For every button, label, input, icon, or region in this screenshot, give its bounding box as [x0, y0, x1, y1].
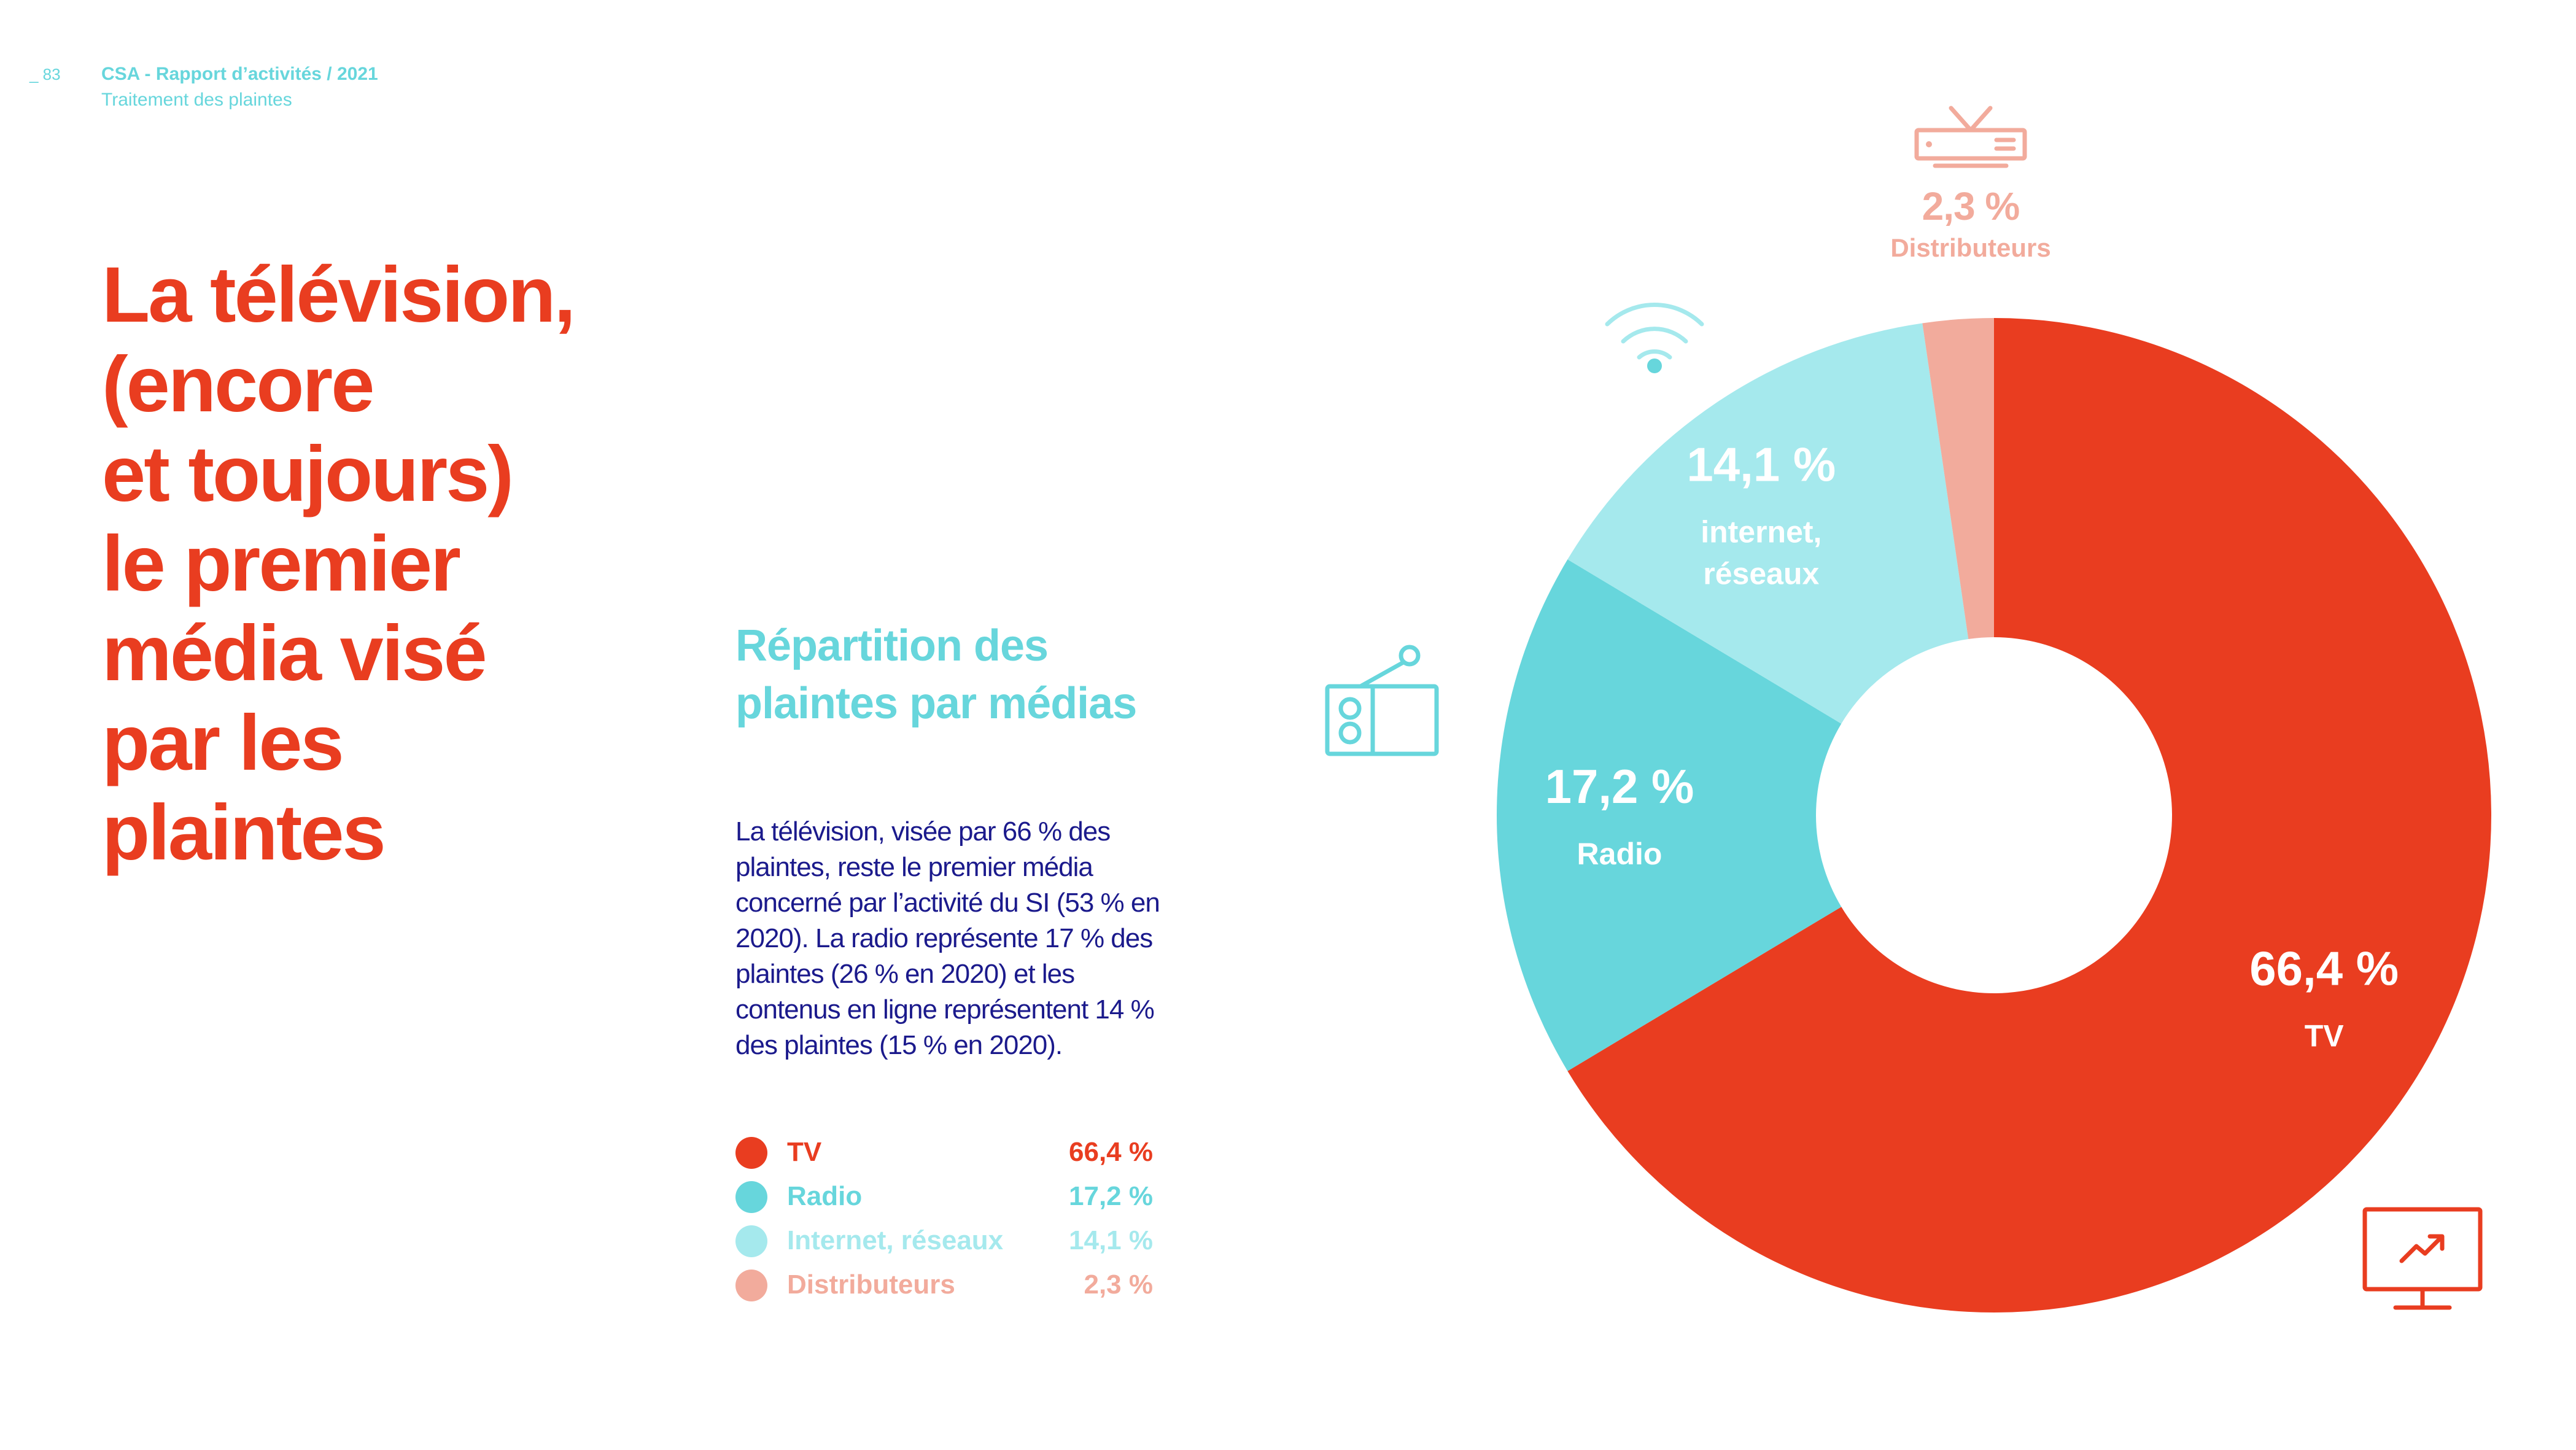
headline: La télévision, (encore et toujours) le p… — [102, 250, 576, 878]
slice-value-label: 14,1 % — [1686, 438, 1836, 492]
legend-swatch — [735, 1181, 767, 1213]
legend-item-internet: Internet, réseaux 14,1 % — [735, 1218, 1153, 1262]
headline-line: (encore — [102, 341, 374, 428]
headline-line: par les — [102, 699, 344, 787]
slice-category-label: Radio — [1577, 837, 1662, 871]
slice-category-label: TV — [2305, 1019, 2345, 1053]
report-subtitle: Traitement des plaintes — [101, 90, 292, 110]
legend-value: 17,2 % — [1069, 1181, 1153, 1211]
section-title-line: Répartition des — [735, 621, 1049, 670]
donut-slice-internet — [1567, 323, 1969, 724]
section-title: Répartition des plaintes par médias — [735, 617, 1137, 732]
report-title: CSA - Rapport d’activités / 2021 — [101, 64, 378, 84]
section-title-line: plaintes par médias — [735, 679, 1137, 728]
legend-label: Radio — [787, 1181, 863, 1211]
distributeurs-value-label: 2,3 % — [1922, 184, 2020, 228]
headline-line: média visé — [102, 610, 487, 697]
legend-label: Internet, réseaux — [787, 1225, 1004, 1255]
distributeurs-annotation: 2,3 % Distributeurs — [1872, 182, 2069, 265]
headline-line: plaintes — [102, 789, 386, 877]
headline-line: le premier — [102, 520, 461, 608]
wifi-icon — [1605, 303, 1704, 373]
legend-item-distributeurs: Distributeurs 2,3 % — [735, 1262, 1153, 1306]
legend-item-radio: Radio 17,2 % — [735, 1174, 1153, 1218]
page-number: _ 83 — [29, 65, 61, 83]
legend-label: TV — [787, 1137, 822, 1167]
legend-item-tv: TV 66,4 % — [735, 1130, 1153, 1174]
donut-slice-tv — [1567, 318, 2491, 1313]
slice-value-label: 17,2 % — [1545, 759, 1694, 813]
distributeurs-category-label: Distributeurs — [1890, 233, 2051, 262]
slice-category-label: internet, — [1701, 515, 1821, 549]
set-top-box-icon — [1914, 106, 2027, 168]
headline-line: et toujours) — [102, 430, 514, 518]
slice-value-label: 66,4 % — [2249, 942, 2399, 996]
legend-swatch — [735, 1137, 767, 1169]
tv-trend-icon — [2362, 1207, 2483, 1310]
legend-swatch — [735, 1225, 767, 1257]
headline-line: La télévision, — [102, 251, 576, 339]
legend-swatch — [735, 1270, 767, 1301]
legend-value: 66,4 % — [1069, 1137, 1153, 1167]
donut-slice-distributeurs — [1922, 318, 1994, 640]
legend-value: 14,1 % — [1069, 1225, 1153, 1255]
section-body: La télévision, visée par 66 % des plaint… — [735, 816, 1160, 1060]
donut-slice-radio — [1497, 559, 1842, 1071]
legend-label: Distributeurs — [787, 1270, 955, 1300]
slice-category-label: réseaux — [1703, 557, 1819, 591]
chart-legend: TV 66,4 % Radio 17,2 % Internet, réseaux… — [735, 1130, 1153, 1306]
legend-value: 2,3 % — [1084, 1270, 1153, 1300]
radio-icon — [1325, 645, 1439, 756]
